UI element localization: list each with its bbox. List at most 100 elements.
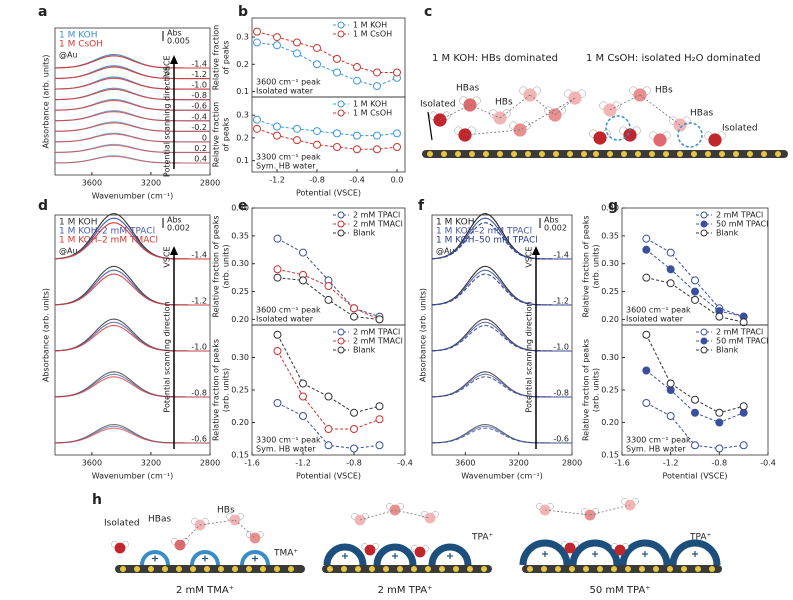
- electron: [597, 566, 603, 572]
- electron: [204, 566, 210, 572]
- scheme-title: 1 M CsOH: isolated H₂O dominated: [586, 53, 761, 64]
- cation-shell: [569, 539, 621, 566]
- arrow-label: Potential scanning direction: [163, 66, 172, 177]
- data-point: [715, 444, 724, 453]
- arrow-head: [170, 246, 178, 255]
- y-axis-label: (arb. units): [222, 244, 231, 288]
- electron: [607, 151, 613, 157]
- water-o: [653, 133, 667, 147]
- arrow: [427, 111, 433, 141]
- h-bond: [234, 519, 256, 539]
- x-tick-label: -1.6: [244, 459, 260, 468]
- legend-label: 1 M KOH: [59, 218, 97, 228]
- potential-label: -0.4: [191, 112, 207, 121]
- cation-shell: [373, 543, 417, 566]
- spectrum-curve: [431, 269, 572, 306]
- spectrum-curve: [54, 77, 210, 90]
- y-tick-label: 0.30: [601, 353, 619, 362]
- plot-frame: [251, 96, 406, 173]
- electron: [639, 566, 645, 572]
- electron: [663, 151, 669, 157]
- electron: [511, 151, 517, 157]
- annotation: Isolated water: [256, 315, 314, 324]
- legend-marker: [700, 229, 708, 237]
- x-tick-label: 3200: [141, 179, 161, 188]
- electron: [719, 151, 725, 157]
- y-axis-label: (arb. units): [222, 368, 231, 412]
- scheme-label: HBas: [148, 515, 171, 525]
- scale-label: Abs: [167, 216, 182, 225]
- potential-label: -1.2: [553, 297, 569, 306]
- electron: [733, 151, 739, 157]
- potential-label: -1.0: [191, 343, 207, 352]
- electron: [190, 566, 196, 572]
- y-axis-label: Absorbance (arb. units): [42, 288, 51, 382]
- spectrum-curve: [431, 427, 572, 444]
- panel-label: e: [238, 198, 248, 214]
- spectrum-curve: [431, 321, 572, 352]
- legend-marker: [337, 211, 345, 219]
- scheme-label: HBas: [456, 84, 479, 94]
- spectrum-curve: [54, 155, 210, 164]
- arrow-label: Potential scanning direction: [163, 301, 172, 412]
- legend-label: Blank: [353, 346, 376, 355]
- data-point: [324, 392, 333, 401]
- data-point: [666, 265, 675, 274]
- annotation: 3600 cm⁻¹ peak: [626, 306, 691, 315]
- water-o: [114, 542, 126, 554]
- electron: [747, 151, 753, 157]
- electron: [621, 151, 627, 157]
- electron: [691, 151, 697, 157]
- data-point: [739, 441, 748, 450]
- arrow-head: [170, 55, 178, 64]
- data-point: [373, 68, 381, 77]
- potential-label: -0.8: [553, 389, 569, 398]
- legend-label: 50 mM TPACl: [716, 220, 768, 229]
- data-point: [642, 245, 651, 254]
- data-point: [353, 76, 361, 85]
- series-line: [277, 268, 380, 320]
- potential-label: -0.6: [191, 102, 207, 111]
- x-tick-label: 3200: [508, 459, 528, 468]
- annotation: 3300 cm⁻¹ peak: [626, 436, 691, 445]
- data-point: [691, 408, 699, 417]
- data-point: [691, 287, 699, 296]
- y-axis-label: Relative fraction: [212, 102, 221, 168]
- legend-label: 1 M CsOH: [59, 40, 103, 50]
- data-point: [715, 312, 724, 321]
- electron: [653, 566, 659, 572]
- data-point: [642, 366, 651, 375]
- legend-marker: [337, 346, 345, 354]
- data-point: [375, 415, 384, 424]
- potential-label: -0.2: [191, 123, 207, 132]
- x-tick-label: -0.8: [712, 459, 728, 468]
- axis-symbol: VSCE: [163, 55, 172, 76]
- legend-marker: [337, 337, 345, 345]
- y-axis-label: of peaks: [222, 41, 231, 75]
- scheme-label: HBs: [495, 98, 513, 108]
- potential-label: -1.0: [191, 81, 207, 90]
- y-tick-label: 0.40: [601, 204, 619, 213]
- y-tick-label: 0.25: [231, 287, 249, 296]
- water-o: [623, 128, 637, 142]
- scale-value: 0.002: [167, 224, 190, 233]
- panel-label: f: [418, 198, 425, 214]
- data-point: [691, 295, 699, 304]
- electron: [469, 151, 475, 157]
- potential-label: -1.4: [191, 251, 207, 260]
- series-line: [646, 370, 744, 424]
- series-line: [256, 119, 398, 137]
- electron: [593, 151, 599, 157]
- data-point: [666, 248, 675, 257]
- y-tick-label: 0.3: [236, 111, 249, 120]
- data-point: [293, 124, 301, 133]
- annotation: Sym. HB water: [256, 162, 316, 171]
- electron: [232, 566, 238, 572]
- data-point: [333, 54, 341, 63]
- data-point: [273, 122, 281, 131]
- series-line: [277, 350, 380, 430]
- y-tick-label: 0.15: [601, 451, 619, 460]
- scale-label: Abs: [544, 216, 559, 225]
- y-axis-label: Relative fraction of peaks: [582, 339, 591, 441]
- spectrum-curve: [54, 222, 210, 260]
